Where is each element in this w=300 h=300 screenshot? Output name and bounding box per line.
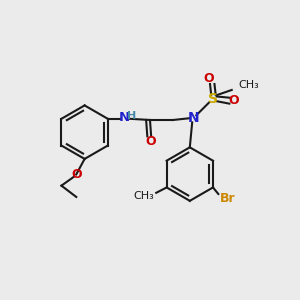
Text: H: H [127, 111, 136, 121]
Text: CH₃: CH₃ [239, 80, 260, 90]
Text: S: S [208, 92, 218, 106]
Text: N: N [119, 111, 130, 124]
Text: O: O [145, 135, 156, 148]
Text: CH₃: CH₃ [134, 191, 154, 201]
Text: Br: Br [220, 192, 236, 205]
Text: O: O [204, 72, 214, 85]
Text: O: O [71, 168, 82, 181]
Text: O: O [229, 94, 239, 107]
Text: N: N [188, 111, 199, 125]
